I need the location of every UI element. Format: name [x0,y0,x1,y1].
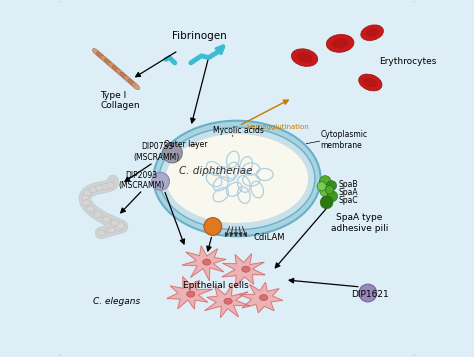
Ellipse shape [128,79,136,86]
Ellipse shape [102,184,109,190]
Text: DIP1621: DIP1621 [352,290,389,298]
Polygon shape [205,285,250,318]
Polygon shape [167,277,212,309]
Ellipse shape [108,62,116,70]
Ellipse shape [202,259,211,265]
Text: Fibrinogen: Fibrinogen [172,31,227,41]
Ellipse shape [259,295,268,301]
FancyBboxPatch shape [58,0,416,357]
Circle shape [204,218,222,235]
Ellipse shape [117,222,124,228]
Ellipse shape [108,227,115,233]
Ellipse shape [361,25,383,40]
Ellipse shape [96,52,104,59]
Ellipse shape [97,230,105,236]
Circle shape [317,182,326,191]
Ellipse shape [124,76,132,83]
Ellipse shape [332,39,348,48]
Ellipse shape [297,53,312,62]
Ellipse shape [166,134,308,223]
Ellipse shape [115,225,123,231]
Text: Outer layer: Outer layer [164,140,207,149]
Circle shape [325,186,334,194]
Ellipse shape [326,34,354,52]
Ellipse shape [359,74,382,91]
Ellipse shape [89,187,97,193]
Ellipse shape [92,49,100,56]
Polygon shape [239,282,283,313]
Polygon shape [182,246,226,281]
Text: Hemagglutination: Hemagglutination [246,124,309,130]
Text: DIP0733
(MSCRAMM): DIP0733 (MSCRAMM) [134,142,180,161]
Ellipse shape [107,182,114,188]
Ellipse shape [159,127,315,230]
Circle shape [327,181,337,191]
Ellipse shape [292,49,318,66]
Ellipse shape [81,194,89,200]
Ellipse shape [82,200,90,206]
Circle shape [162,143,182,163]
Ellipse shape [87,206,94,212]
Ellipse shape [364,78,377,87]
Text: Epithelial cells: Epithelial cells [183,281,248,290]
Ellipse shape [224,298,232,304]
Ellipse shape [95,185,103,191]
Ellipse shape [118,224,126,230]
Circle shape [319,176,331,187]
Text: SpaA type
adhesive pili: SpaA type adhesive pili [331,213,388,233]
Text: Mycolic acids: Mycolic acids [213,126,264,135]
Circle shape [320,196,333,209]
Ellipse shape [94,212,102,217]
Ellipse shape [120,72,128,80]
Ellipse shape [112,65,120,73]
Ellipse shape [132,82,140,90]
Ellipse shape [84,190,91,196]
Ellipse shape [100,55,109,63]
Ellipse shape [111,220,119,226]
Ellipse shape [103,217,110,222]
Ellipse shape [154,121,320,236]
Text: Type I
Collagen: Type I Collagen [100,91,140,110]
Ellipse shape [116,69,124,76]
Text: SpaA: SpaA [338,187,358,196]
Circle shape [320,185,332,197]
Ellipse shape [365,28,379,37]
Polygon shape [222,253,265,287]
Circle shape [359,284,377,302]
Ellipse shape [104,59,112,66]
Text: C. diphtheriae: C. diphtheriae [179,166,253,176]
Ellipse shape [187,291,195,297]
Text: SpaB: SpaB [338,180,358,189]
Text: SpaC: SpaC [338,196,358,205]
Circle shape [327,191,337,202]
Text: Cytoplasmic
membrane: Cytoplasmic membrane [320,130,368,150]
Ellipse shape [242,266,250,272]
Circle shape [152,172,169,190]
Text: DIP2093
(MSCRAMM): DIP2093 (MSCRAMM) [118,171,165,190]
Text: CdiLAM: CdiLAM [253,233,284,242]
Text: C. elegans: C. elegans [93,297,140,306]
Text: Erythrocytes: Erythrocytes [379,57,437,66]
